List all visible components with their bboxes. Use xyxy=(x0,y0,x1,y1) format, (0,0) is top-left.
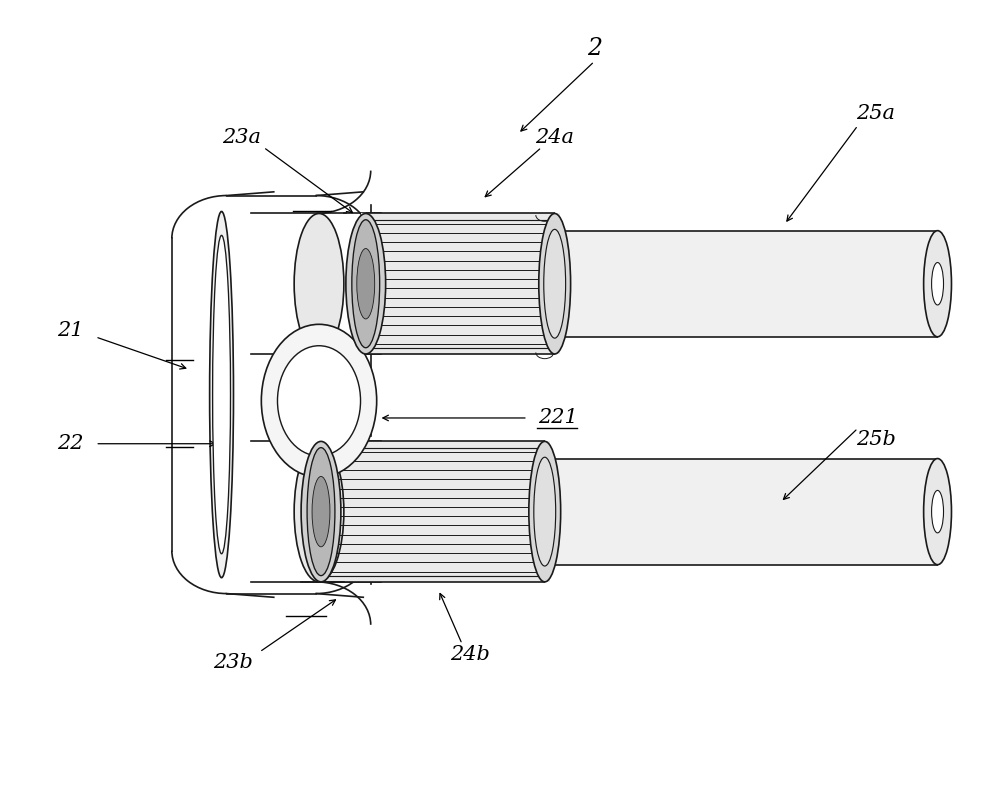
Ellipse shape xyxy=(261,325,377,477)
Ellipse shape xyxy=(924,458,951,564)
Ellipse shape xyxy=(352,220,380,347)
Text: 21: 21 xyxy=(57,321,84,340)
Ellipse shape xyxy=(932,490,944,533)
Text: 2: 2 xyxy=(587,36,602,60)
Ellipse shape xyxy=(529,442,561,582)
Text: 22: 22 xyxy=(57,434,84,454)
Ellipse shape xyxy=(294,442,344,582)
Ellipse shape xyxy=(932,263,944,305)
Text: 221: 221 xyxy=(538,409,578,428)
Text: 25a: 25a xyxy=(856,104,895,123)
Ellipse shape xyxy=(544,230,566,338)
Ellipse shape xyxy=(312,476,330,547)
Text: 24b: 24b xyxy=(450,645,490,664)
Ellipse shape xyxy=(301,442,341,582)
Ellipse shape xyxy=(307,448,335,575)
Ellipse shape xyxy=(346,214,386,354)
Text: 25b: 25b xyxy=(856,430,896,450)
Bar xyxy=(361,214,560,354)
Ellipse shape xyxy=(539,214,571,354)
Text: 24a: 24a xyxy=(535,127,574,146)
Ellipse shape xyxy=(210,211,233,578)
Bar xyxy=(555,230,938,337)
Bar xyxy=(316,442,550,582)
Ellipse shape xyxy=(294,214,344,354)
Ellipse shape xyxy=(213,235,231,554)
Ellipse shape xyxy=(357,248,375,319)
Ellipse shape xyxy=(277,346,361,456)
Text: 23b: 23b xyxy=(214,652,253,672)
Ellipse shape xyxy=(924,230,951,337)
Text: 23a: 23a xyxy=(222,127,261,146)
Ellipse shape xyxy=(534,457,556,566)
Bar xyxy=(545,458,938,564)
